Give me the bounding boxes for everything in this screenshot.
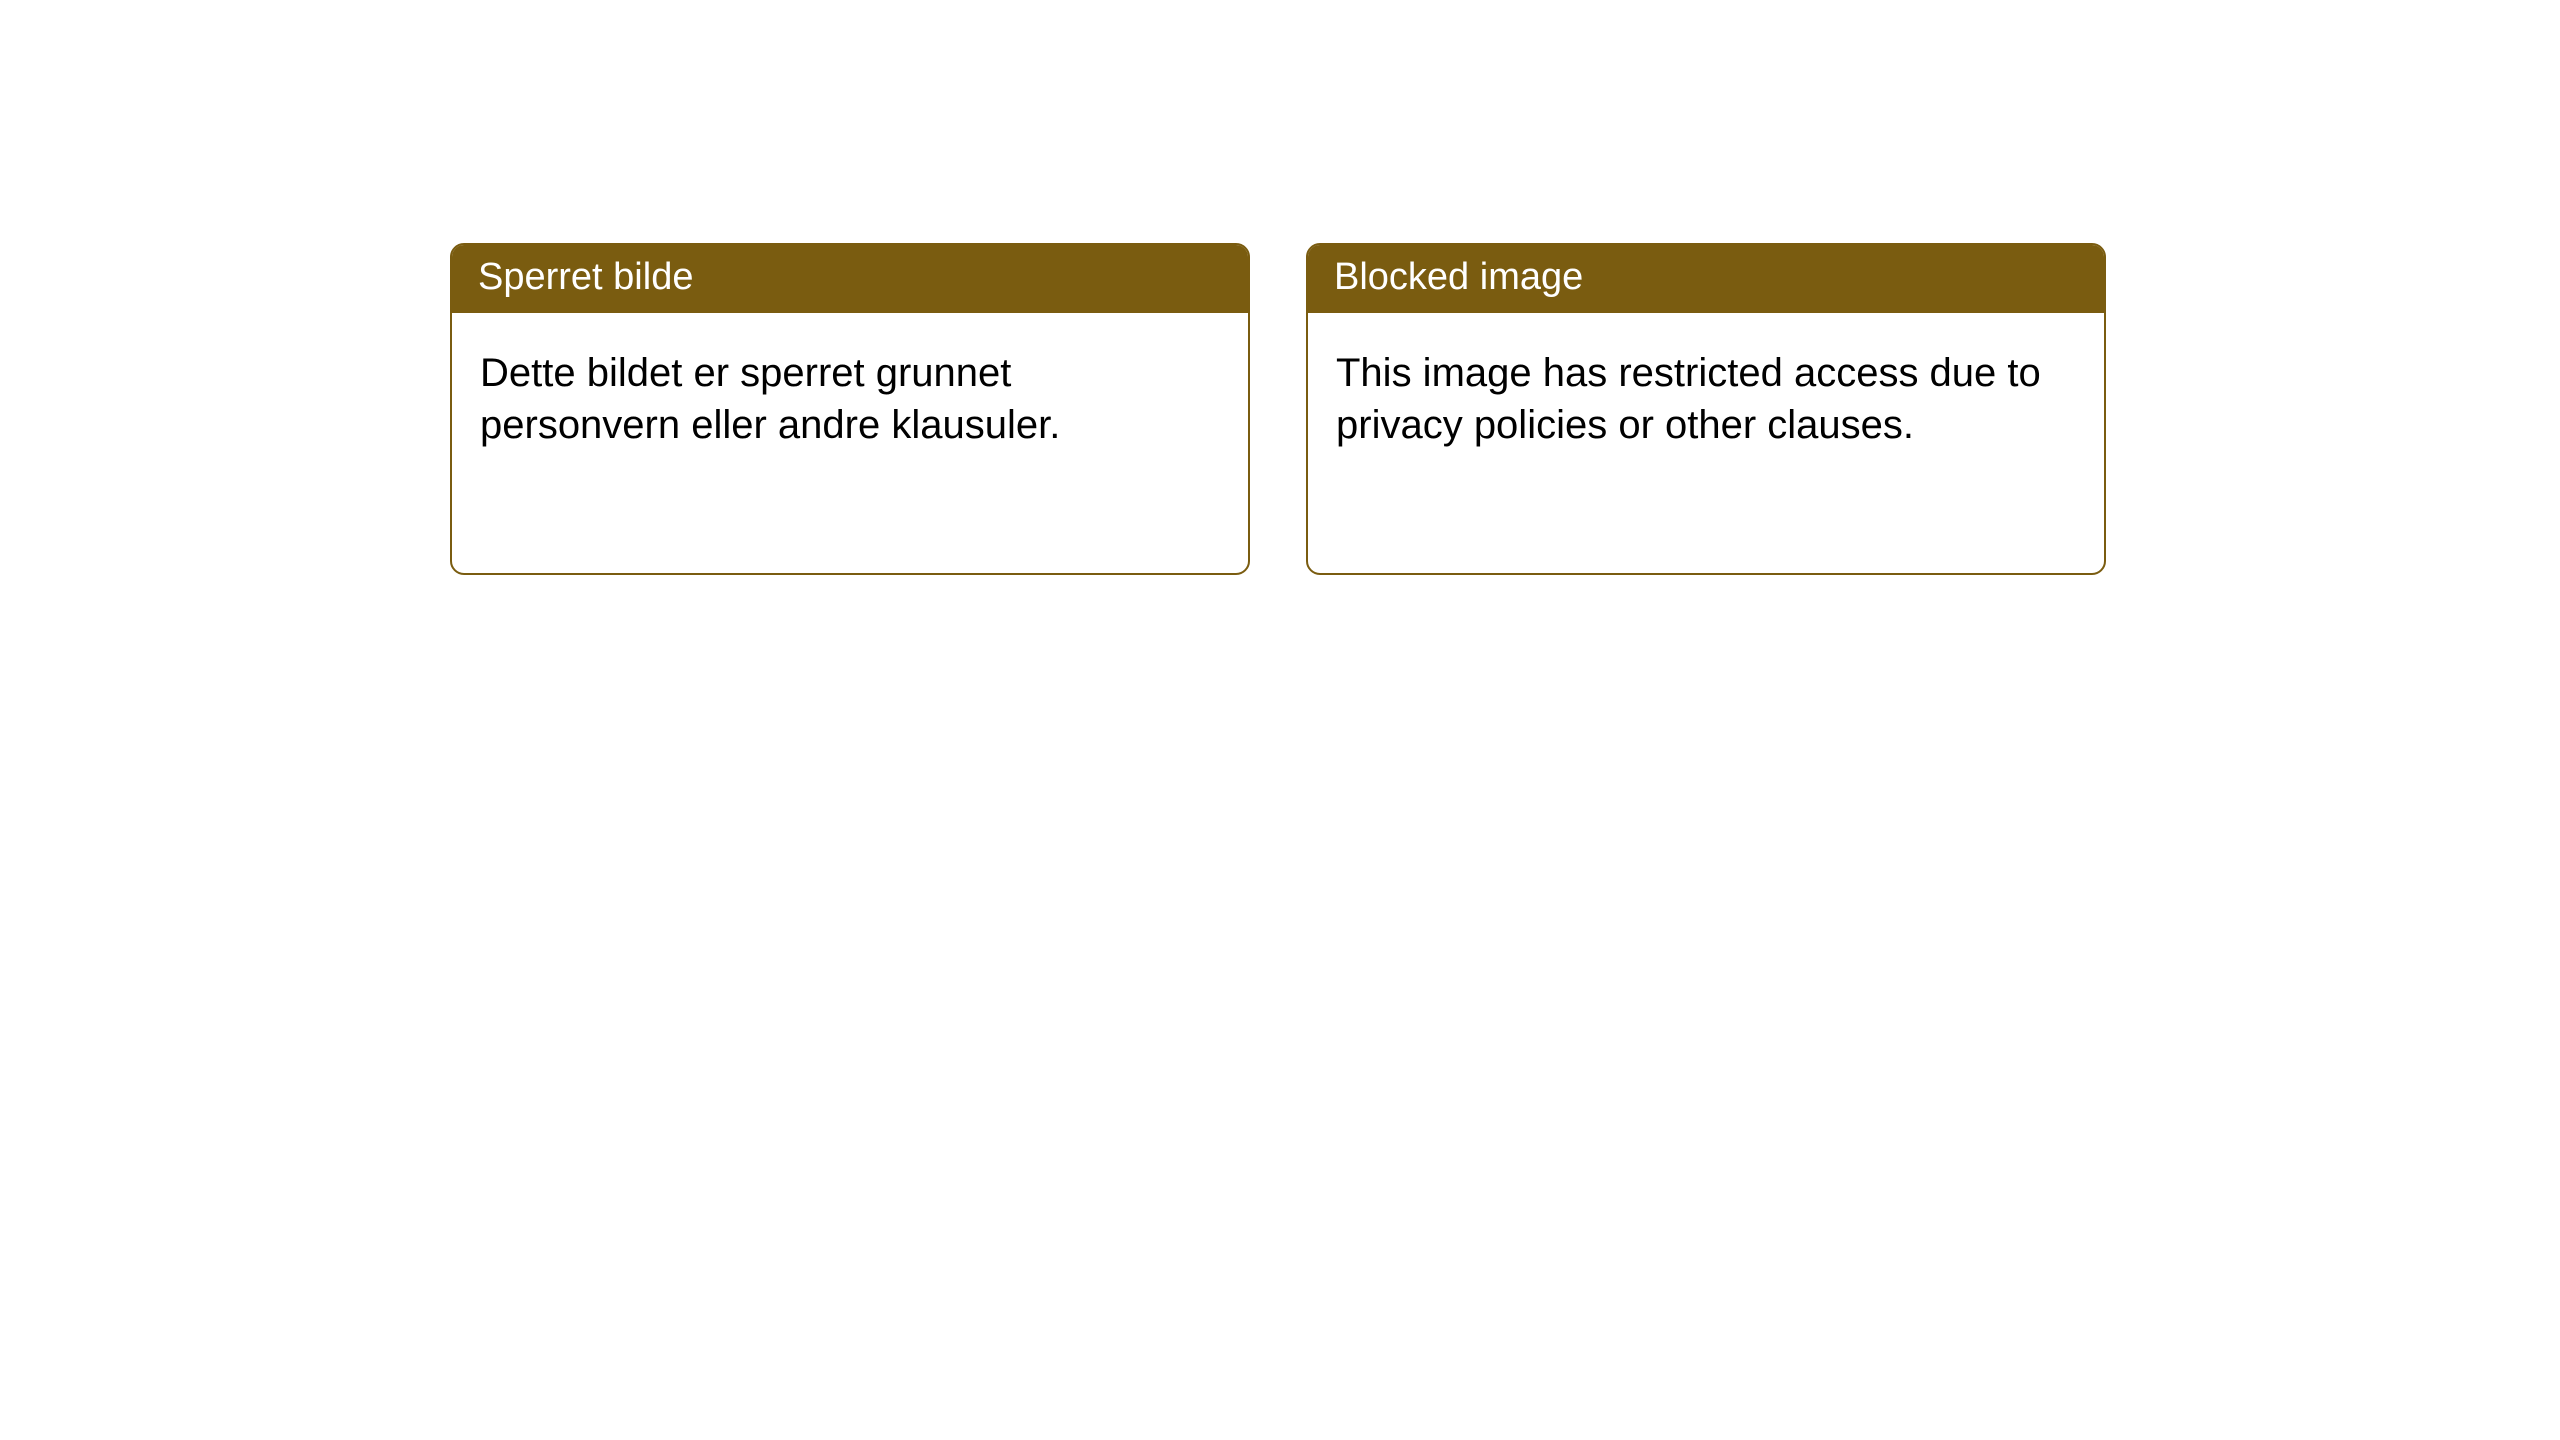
notice-box-english: Blocked image This image has restricted …	[1306, 243, 2106, 575]
notice-body-english: This image has restricted access due to …	[1308, 313, 2104, 485]
notice-header-norwegian: Sperret bilde	[452, 245, 1248, 313]
notice-body-norwegian: Dette bildet er sperret grunnet personve…	[452, 313, 1248, 485]
notice-box-norwegian: Sperret bilde Dette bildet er sperret gr…	[450, 243, 1250, 575]
notice-container: Sperret bilde Dette bildet er sperret gr…	[450, 243, 2106, 575]
notice-header-english: Blocked image	[1308, 245, 2104, 313]
